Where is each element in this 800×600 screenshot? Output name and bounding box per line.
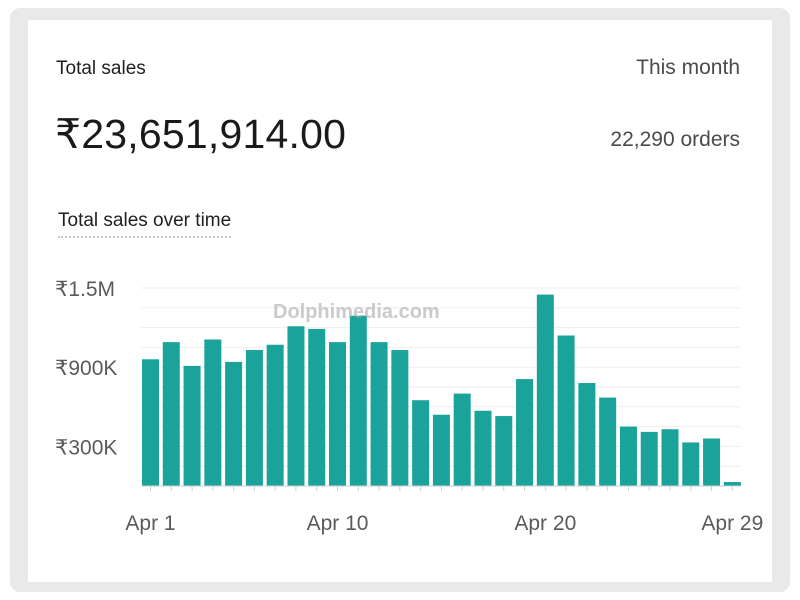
- bar: [432, 414, 450, 486]
- bar: [682, 442, 700, 486]
- bar: [245, 350, 263, 486]
- bar: [308, 328, 326, 486]
- bar: [142, 359, 159, 486]
- bar: [516, 379, 534, 486]
- y-tick-label: ₹900K: [55, 357, 117, 380]
- bar: [183, 365, 201, 486]
- bar: [536, 294, 554, 486]
- bar: [370, 342, 388, 486]
- bar: [225, 361, 243, 486]
- bar: [412, 400, 430, 486]
- y-tick-label: ₹300K: [55, 436, 117, 459]
- bar: [599, 397, 617, 486]
- bar: [162, 342, 180, 486]
- bar: [204, 339, 222, 486]
- bar: [287, 326, 305, 486]
- bar: [453, 393, 471, 486]
- bar: [619, 426, 637, 486]
- bar: [474, 410, 492, 486]
- bar: [329, 342, 347, 486]
- bar: [391, 350, 409, 486]
- bar: [557, 335, 575, 486]
- y-tick-label: ₹1.5M: [55, 278, 115, 301]
- orders-count: 22,290 orders: [610, 128, 740, 151]
- bar: [703, 438, 721, 486]
- date-range-label[interactable]: This month: [636, 56, 740, 79]
- bar: [661, 429, 679, 486]
- bar: [723, 482, 741, 486]
- chart-title[interactable]: Total sales over time: [58, 210, 232, 238]
- x-tick-label: Apr 20: [514, 512, 576, 535]
- bar: [640, 431, 658, 486]
- x-tick-label: Apr 29: [701, 512, 763, 535]
- bar: [349, 315, 367, 486]
- x-tick-label: Apr 10: [307, 512, 369, 535]
- bar: [578, 383, 596, 486]
- total-sales-value: ₹23,651,914.00: [55, 111, 347, 157]
- bar: [495, 416, 513, 486]
- card-title: Total sales: [56, 58, 146, 79]
- bar: [266, 344, 284, 486]
- x-tick-label: Apr 1: [125, 512, 175, 535]
